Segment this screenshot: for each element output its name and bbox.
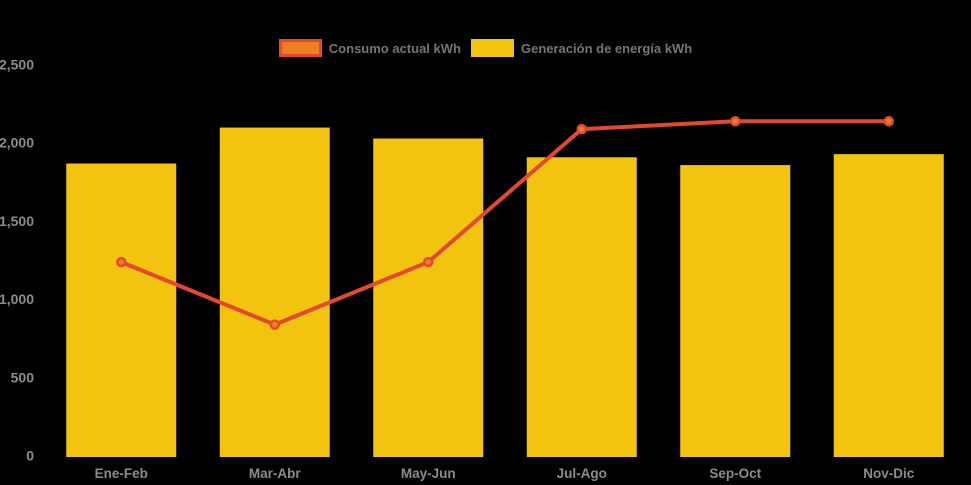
legend-label-consumo: Consumo actual kWh: [328, 40, 461, 56]
x-axis-label: Mar-Abr: [249, 466, 301, 481]
bar-generacion[interactable]: [680, 165, 791, 457]
legend-item-generacion[interactable]: Generación de energía kWh: [470, 39, 693, 57]
bar-generacion[interactable]: [373, 138, 484, 457]
bar-generacion[interactable]: [526, 157, 637, 457]
line-point[interactable]: [730, 116, 741, 127]
legend-label-generacion: Generación de energía kWh: [520, 40, 693, 56]
bar-generacion[interactable]: [66, 163, 177, 458]
x-axis-label: Sep-Oct: [709, 466, 761, 481]
bar-generacion[interactable]: [833, 154, 944, 457]
y-tick-label: 2,000: [0, 135, 34, 151]
x-axis-label: Jul-Ago: [557, 466, 607, 481]
generacion-swatch-icon: [470, 39, 514, 57]
line-point[interactable]: [269, 319, 280, 330]
y-tick-label: 500: [11, 369, 35, 385]
x-axis-label: May-Jun: [401, 466, 456, 481]
y-tick-label: 2,500: [0, 57, 34, 73]
y-tick-label: 1,000: [0, 291, 34, 307]
y-tick-label: 1,500: [0, 213, 34, 229]
legend-item-consumo[interactable]: Consumo actual kWh: [278, 39, 461, 57]
line-point[interactable]: [883, 116, 894, 127]
line-point[interactable]: [576, 123, 587, 135]
chart-legend: Consumo actual kWh Generación de energía…: [0, 39, 971, 57]
line-point[interactable]: [423, 256, 434, 268]
consumo-line: [119, 119, 891, 327]
y-tick-label: 0: [26, 448, 34, 464]
consumo-swatch-icon: [278, 39, 322, 57]
bar-generacion[interactable]: [219, 127, 330, 457]
line-point[interactable]: [116, 256, 127, 268]
x-axis-label: Nov-Dic: [863, 466, 914, 481]
x-axis-label: Ene-Feb: [95, 466, 148, 481]
